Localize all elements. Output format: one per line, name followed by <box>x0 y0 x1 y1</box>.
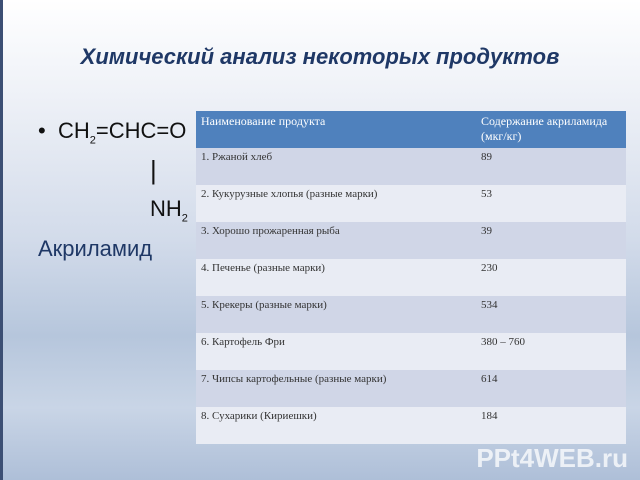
product-cell: 2. Кукурузные хлопья (разные марки) <box>196 185 476 222</box>
slide-edge <box>0 0 3 480</box>
slide-title: Химический анализ некоторых продуктов <box>80 44 560 69</box>
acrylamide-table: Наименование продукта Содержание акрилам… <box>196 111 626 444</box>
table-row: 7. Чипсы картофельные (разные марки) 614 <box>196 370 626 407</box>
table-row: 4. Печенье (разные марки) 230 <box>196 259 626 296</box>
product-cell: 1. Ржаной хлеб <box>196 148 476 185</box>
formula-bond: | <box>150 155 157 185</box>
header-product: Наименование продукта <box>196 111 476 148</box>
table-row: 6. Картофель Фри 380 – 760 <box>196 333 626 370</box>
header-content: Содержание акриламида (мкг/кг) <box>476 111 626 148</box>
watermark: PPt4WEB.ru <box>476 443 628 473</box>
value-cell: 184 <box>476 407 626 444</box>
product-cell: 7. Чипсы картофельные (разные марки) <box>196 370 476 407</box>
value-cell: 53 <box>476 185 626 222</box>
product-cell: 8. Сухарики (Кириешки) <box>196 407 476 444</box>
formula-line: • CH2=CHC=O <box>38 118 186 146</box>
product-cell: 4. Печенье (разные марки) <box>196 259 476 296</box>
product-cell: 6. Картофель Фри <box>196 333 476 370</box>
value-cell: 380 – 760 <box>476 333 626 370</box>
formula-rest: =CHC=O <box>95 118 187 143</box>
product-cell: 3. Хорошо прожаренная рыба <box>196 222 476 259</box>
value-cell: 230 <box>476 259 626 296</box>
formula-sub: 2 <box>181 212 188 225</box>
formula-sub: 2 <box>89 134 96 147</box>
formula-nh: NH <box>150 196 182 221</box>
value-cell: 614 <box>476 370 626 407</box>
bullet: • <box>38 118 46 143</box>
table-row: 1. Ржаной хлеб 89 <box>196 148 626 185</box>
value-cell: 534 <box>476 296 626 333</box>
table-row: 8. Сухарики (Кириешки) 184 <box>196 407 626 444</box>
table-row: 5. Крекеры (разные марки) 534 <box>196 296 626 333</box>
value-cell: 89 <box>476 148 626 185</box>
product-cell: 5. Крекеры (разные марки) <box>196 296 476 333</box>
table-header: Наименование продукта Содержание акрилам… <box>196 111 626 148</box>
table-row: 3. Хорошо прожаренная рыба 39 <box>196 222 626 259</box>
table-row: 2. Кукурузные хлопья (разные марки) 53 <box>196 185 626 222</box>
formula-ch: CH <box>57 118 90 143</box>
compound-name: Акриламид <box>38 236 153 261</box>
value-cell: 39 <box>476 222 626 259</box>
formula-nh2: NH2 <box>150 196 188 224</box>
